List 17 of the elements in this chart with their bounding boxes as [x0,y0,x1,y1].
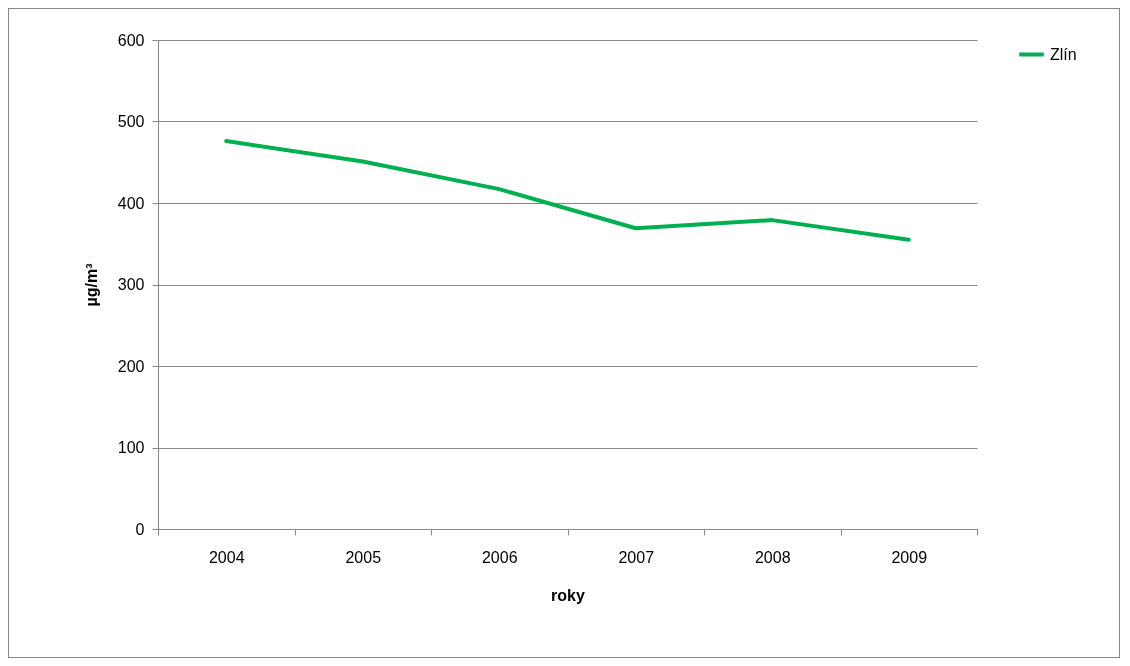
legend-label: Zlín [1050,45,1077,63]
x-tick-label: 2005 [345,548,382,566]
y-tick-label: 400 [117,194,145,212]
y-tick-label: 0 [135,520,145,538]
y-tick-label: 600 [117,31,145,49]
y-tick-label: 500 [117,113,145,130]
x-tick-label: 2009 [891,548,928,566]
x-tick-label: 2006 [481,548,518,566]
x-tick-label: 2004 [208,548,245,566]
y-tick-label: 200 [117,357,145,375]
x-axis-title: roky [551,586,585,604]
y-tick-label: 100 [117,439,145,456]
y-tick-label: 300 [117,276,145,293]
line-series [224,139,911,242]
x-tick-label: 2007 [618,548,655,566]
x-tick-label: 2008 [754,548,791,566]
y-axis-title: µg/m³ [82,263,100,307]
